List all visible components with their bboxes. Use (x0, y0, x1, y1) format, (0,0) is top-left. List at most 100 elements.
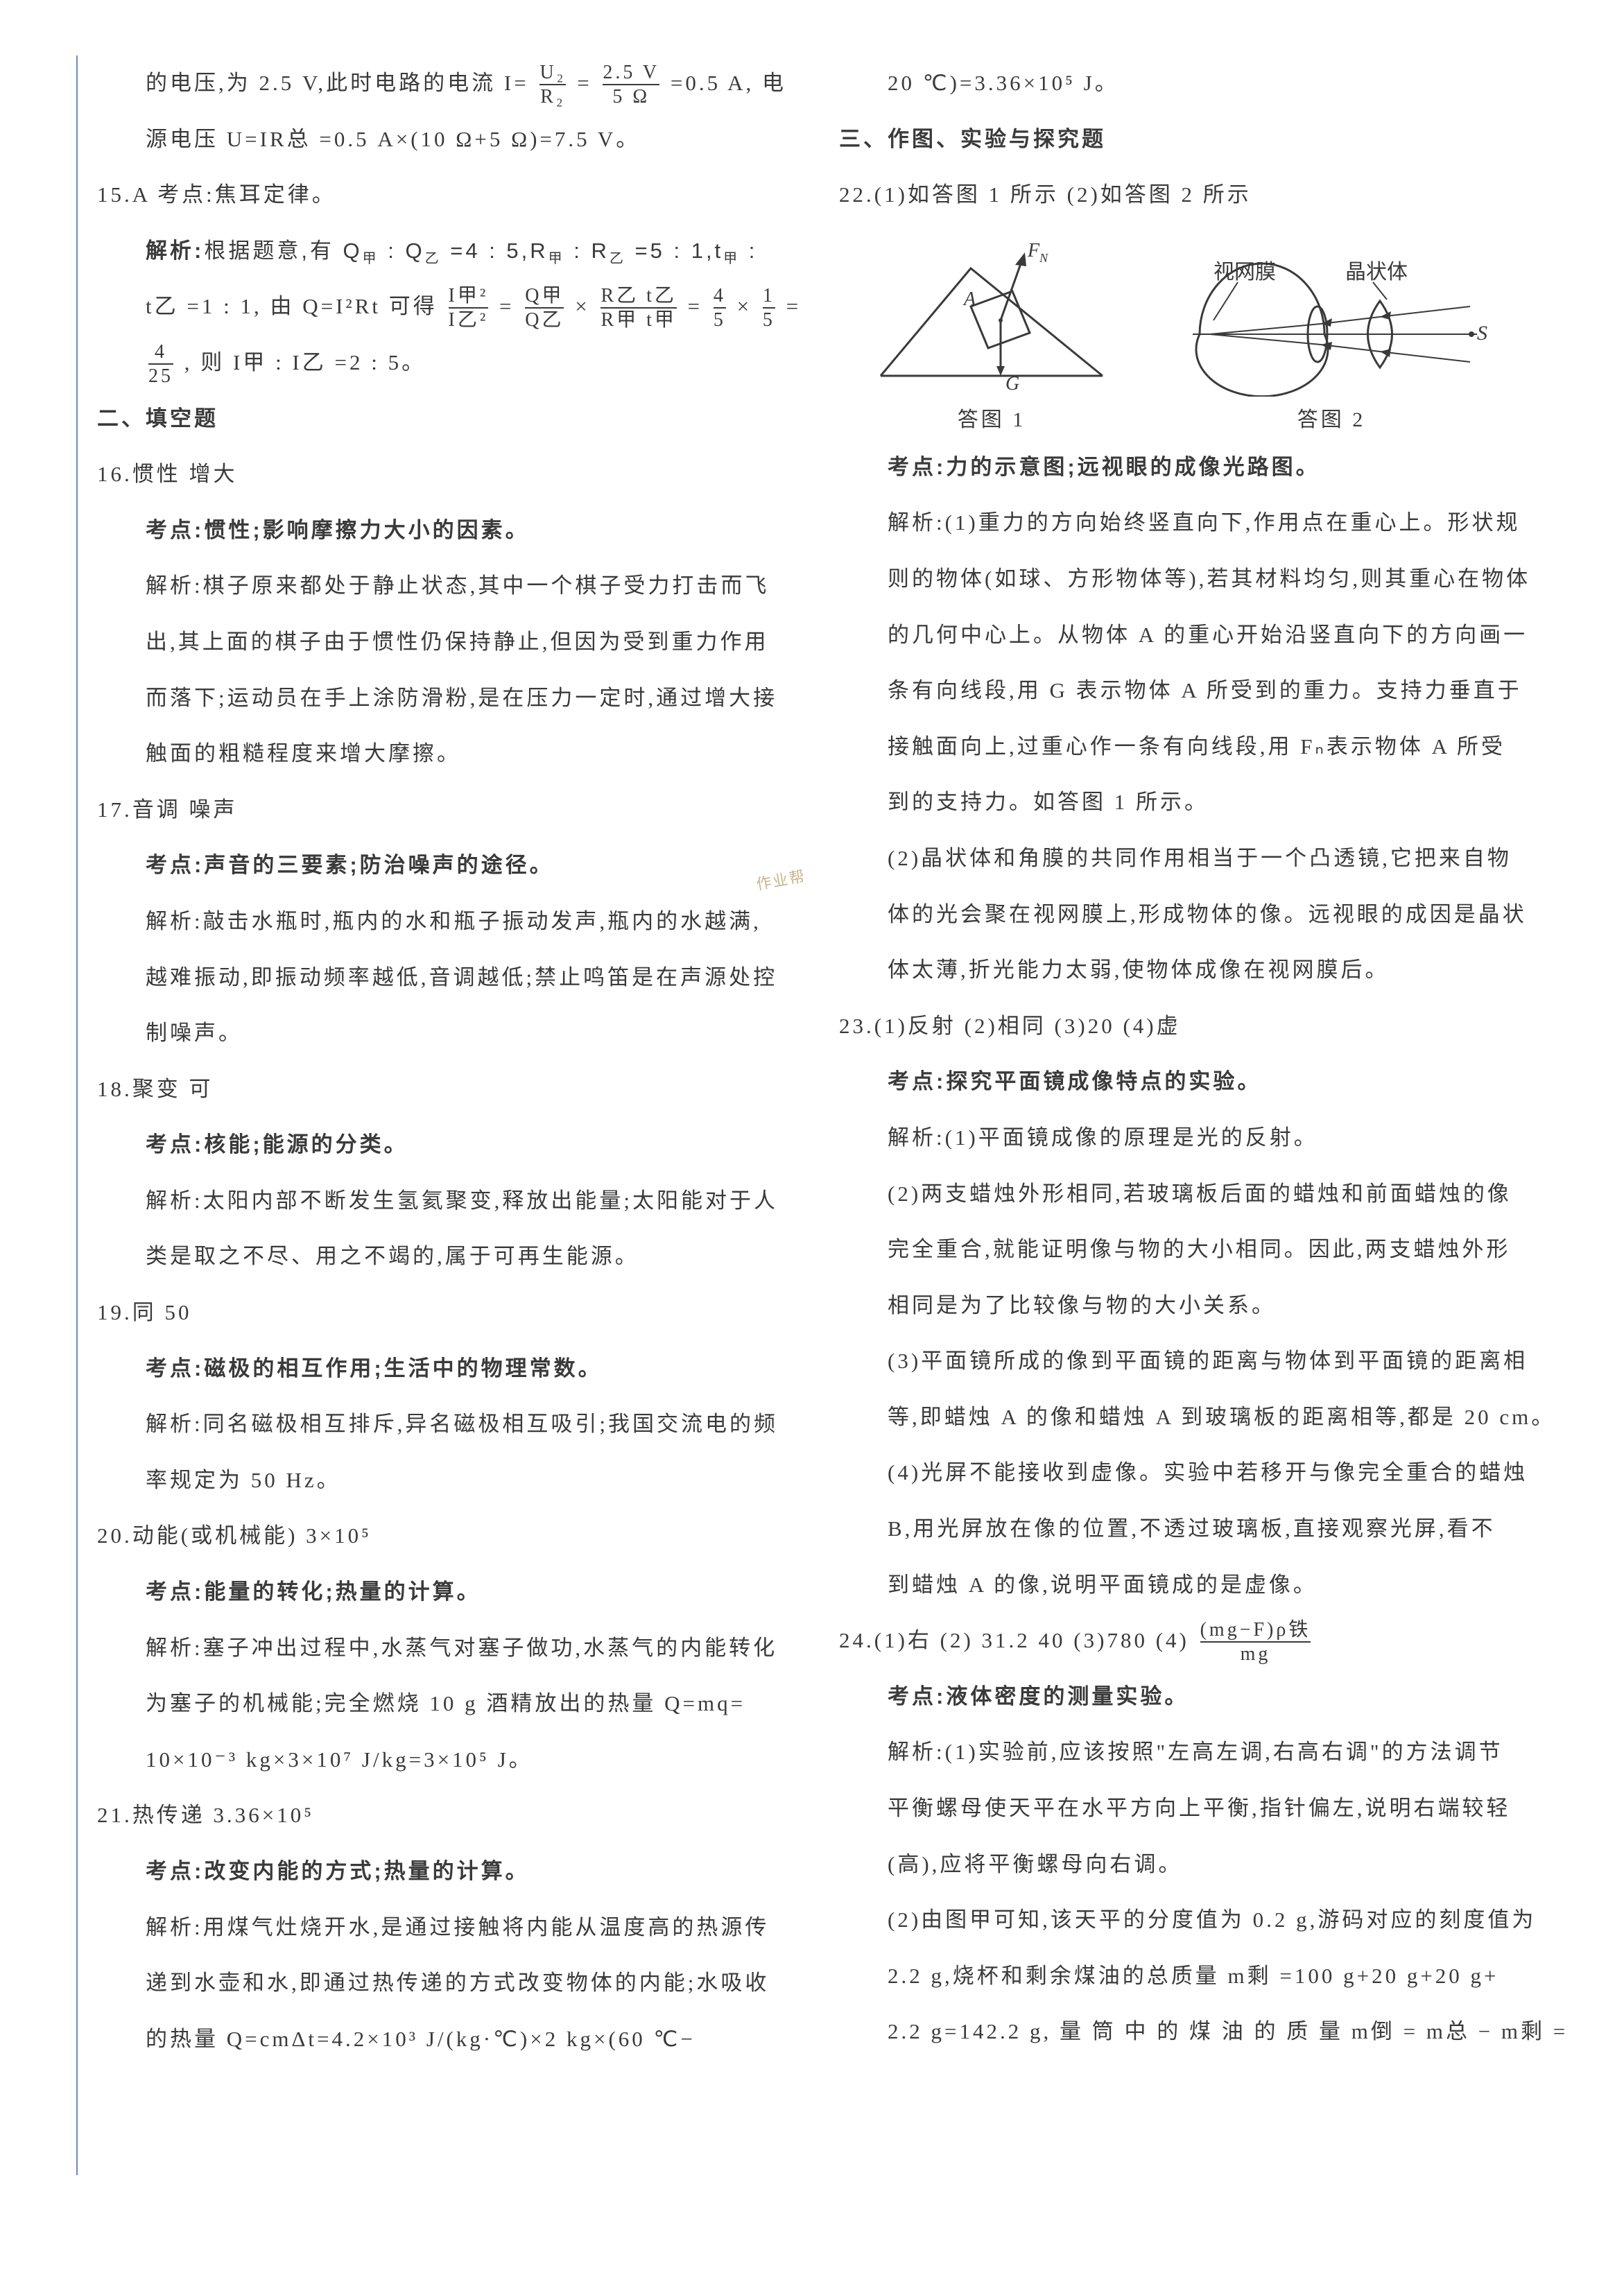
text: = (499, 294, 514, 318)
text-line: (2)晶状体和角膜的共同作用相当于一个凸透镜,它把来自物 (839, 831, 1519, 887)
denominator: mg (1200, 1641, 1311, 1665)
text: = (577, 71, 591, 95)
fraction: R乙 t乙 R甲 t甲 (601, 286, 676, 331)
text: 根据题意,有 Q甲 : Q乙 =4 : 5,R甲 : R乙 =5 : 1,t甲 … (204, 239, 757, 263)
text-line: 的电压,为 2.5 V,此时电路的电流 I= U₂ R₂ = 2.5 V 5 Ω… (97, 55, 777, 112)
text-line: 而落下;运动员在手上涂防滑粉,是在压力一定时,通过增大接 (97, 670, 777, 727)
text-line: 2.2 g,烧杯和剩余煤油的总质量 m剩 =100 g+20 g+20 g+ (839, 1948, 1519, 2005)
text-line: 率规定为 50 Hz。 (97, 1453, 777, 1509)
denominator: Q乙 (525, 307, 564, 331)
text-line: 体的光会聚在视网膜上,形成物体的像。远视眼的成因是晶状 (839, 887, 1519, 943)
text-line: t乙 =1 : 1, 由 Q=I²Rt 可得 I甲² I乙² = Q甲 Q乙 ×… (97, 279, 777, 335)
eye-optics-icon: 视网膜 晶状体 (1172, 258, 1491, 397)
numerator: 2.5 V (603, 62, 659, 84)
text-line: (3)平面镜所成的像到平面镜的距离与物体到平面镜的距离相 (839, 1333, 1519, 1390)
text-line: 解析:同名磁极相互排斥,异名磁极相互吸引;我国交流电的频 (97, 1396, 777, 1453)
text: 24.(1)右 (2) 31.2 40 (3)780 (4) (839, 1628, 1189, 1652)
text: = (688, 294, 702, 318)
question-24: 24.(1)右 (2) 31.2 40 (3)780 (4) (mg−F)ρ铁 … (839, 1613, 1519, 1669)
numerator: I甲² (449, 286, 489, 307)
text: 解析: (146, 239, 204, 263)
label-FN: FN (1027, 240, 1048, 265)
figure-2-caption: 答图 2 (1172, 402, 1491, 433)
text-line: 制噪声。 (97, 1005, 777, 1062)
label-A: A (962, 288, 976, 310)
fraction: 2.5 V 5 Ω (603, 62, 659, 108)
left-margin-rule (76, 55, 78, 2175)
denominator: I乙² (449, 307, 489, 331)
kp-line: 考点:声音的三要素;防治噪声的途径。 (97, 838, 777, 894)
text-line: 等,即蜡烛 A 的像和蜡烛 A 到玻璃板的距离相等,都是 20 cm。 (839, 1390, 1519, 1446)
kp-line: 考点:核能;能源的分类。 (97, 1117, 777, 1173)
text-line: 解析:(1)实验前,应该按照"左高左调,右高右调"的方法调节 (839, 1724, 1519, 1781)
text: t乙 =1 : 1, 由 Q=I²Rt 可得 (146, 294, 438, 318)
text-line: 触面的粗糙程度来增大摩擦。 (97, 726, 777, 782)
text-line: (4)光屏不能接收到虚像。实验中若移开与像完全重合的蜡烛 (839, 1445, 1519, 1501)
kp-line: 考点:改变内能的方式;热量的计算。 (97, 1844, 777, 1900)
text: , 则 I甲 : I乙 =2 : 5。 (184, 350, 426, 374)
denominator: R甲 t甲 (601, 307, 676, 331)
label-G: G (1005, 373, 1019, 395)
fraction: 4 5 (714, 286, 726, 331)
text-line: 解析:根据题意,有 Q甲 : Q乙 =4 : 5,R甲 : R乙 =5 : 1,… (97, 223, 777, 279)
kp-line: 考点:惯性;影响摩擦力大小的因素。 (97, 503, 777, 559)
denominator: 5 Ω (603, 84, 659, 108)
text-line: 解析:太阳内部不断发生氢氦聚变,释放出能量;太阳能对于人 (97, 1173, 777, 1229)
denominator: R₂ (539, 84, 566, 108)
text-line: 条有向线段,用 G 表示物体 A 所受到的重力。支持力垂直于 (839, 663, 1519, 719)
text: × (575, 294, 589, 318)
question-16: 16.惯性 增大 (97, 447, 777, 503)
figure-1-caption: 答图 1 (867, 402, 1116, 433)
inclined-plane-icon: A G FN (867, 230, 1116, 397)
kp-line: 考点:液体密度的测量实验。 (839, 1669, 1519, 1725)
text-line: 10×10⁻³ kg×3×10⁷ J/kg=3×10⁵ J。 (97, 1732, 777, 1788)
kp-line: 考点:能量的转化;热量的计算。 (97, 1564, 777, 1620)
kp-line: 考点:探究平面镜成像特点的实验。 (839, 1054, 1519, 1110)
question-19: 19.同 50 (97, 1285, 777, 1341)
fraction: 4 25 (148, 342, 173, 388)
text-line: 类是取之不尽、用之不竭的,属于可再生能源。 (97, 1229, 777, 1285)
text-line: 解析:棋子原来都处于静止状态,其中一个棋子受力打击而飞 (97, 558, 777, 614)
text-line: 解析:用煤气灶烧开水,是通过接触将内能从温度高的热源传 (97, 1900, 777, 1956)
figure-row: A G FN 答图 1 视网膜 晶状体 (839, 230, 1519, 433)
text-line: 体太薄,折光能力太弱,使物体成像在视网膜后。 (839, 942, 1519, 998)
question-17: 17.音调 噪声 (97, 782, 777, 838)
text: = (786, 294, 801, 318)
denominator: 5 (763, 307, 775, 331)
left-column: 的电压,为 2.5 V,此时电路的电流 I= U₂ R₂ = 2.5 V 5 Ω… (76, 55, 791, 2238)
text-line: 解析:(1)重力的方向始终竖直向下,作用点在重心上。形状规 (839, 495, 1519, 551)
section-3-heading: 三、作图、实验与探究题 (839, 112, 1519, 168)
text-line: (2)两支蜡烛外形相同,若玻璃板后面的蜡烛和前面蜡烛的像 (839, 1166, 1519, 1222)
question-18: 18.聚变 可 (97, 1062, 777, 1118)
numerator: U₂ (539, 62, 566, 84)
text-line: 相同是为了比较像与物的大小关系。 (839, 1278, 1519, 1334)
fraction: I甲² I乙² (449, 286, 489, 331)
denominator: 25 (148, 363, 173, 388)
numerator: R乙 t乙 (601, 286, 676, 307)
numerator: 1 (763, 286, 775, 307)
section-2-heading: 二、填空题 (97, 391, 777, 447)
text-line: (2)由图甲可知,该天平的分度值为 0.2 g,游码对应的刻度值为 (839, 1892, 1519, 1948)
kp-line: 考点:力的示意图;远视眼的成像光路图。 (839, 440, 1519, 496)
text-line: 4 25 , 则 I甲 : I乙 =2 : 5。 (97, 335, 777, 391)
text-line: 的热量 Q=cmΔt=4.2×10³ J/(kg·℃)×2 kg×(60 ℃− (97, 2011, 777, 2068)
text: × (737, 294, 752, 318)
text-line: 出,其上面的棋子由于惯性仍保持静止,但因为受到重力作用 (97, 614, 777, 670)
text-line: 接触面向上,过重心作一条有向线段,用 Fₙ表示物体 A 所受 (839, 719, 1519, 775)
text-line: 20 ℃)=3.36×10⁵ J。 (839, 55, 1519, 112)
text-line: (高),应将平衡螺母向右调。 (839, 1837, 1519, 1893)
label-S: S (1477, 322, 1487, 345)
text-line: 解析:敲击水瓶时,瓶内的水和瓶子振动发声,瓶内的水越满, (97, 894, 777, 950)
numerator: 4 (148, 342, 173, 363)
fraction: 1 5 (763, 286, 775, 331)
text-line: 越难振动,即振动频率越低,音调越低;禁止鸣笛是在声源处控 (97, 950, 777, 1006)
text-line: 2.2 g=142.2 g, 量 筒 中 的 煤 油 的 质 量 m倒 = m总… (839, 2004, 1519, 2060)
text-line: 到的支持力。如答图 1 所示。 (839, 775, 1519, 831)
text-line: 解析:塞子冲出过程中,水蒸气对塞子做功,水蒸气的内能转化 (97, 1620, 777, 1677)
question-15: 15.A 考点:焦耳定律。 (97, 167, 777, 223)
text-line: 为塞子的机械能;完全燃烧 10 g 酒精放出的热量 Q=mq= (97, 1676, 777, 1732)
question-22: 22.(1)如答图 1 所示 (2)如答图 2 所示 (839, 167, 1519, 223)
text-line: 则的物体(如球、方形物体等),若其材料均匀,则其重心在物体 (839, 551, 1519, 607)
numerator: 4 (714, 286, 726, 307)
text-line: 完全重合,就能证明像与物的大小相同。因此,两支蜡烛外形 (839, 1222, 1519, 1278)
